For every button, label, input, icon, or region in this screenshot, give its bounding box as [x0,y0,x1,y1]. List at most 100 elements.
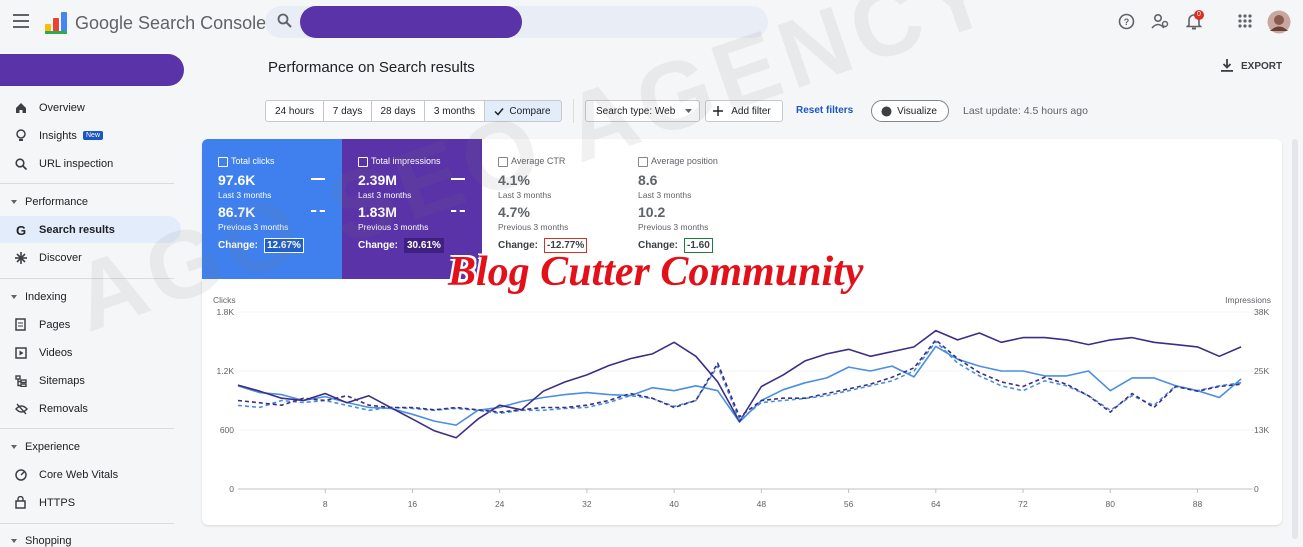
current-value: 8.6 [638,172,658,188]
compare-chip[interactable]: Compare [484,100,562,122]
divider [0,278,174,279]
previous-period: Previous 3 months [638,222,709,232]
page-title: Performance on Search results [268,59,475,76]
checkbox [218,157,228,167]
change-value: 30.61% [404,238,444,253]
nav-item[interactable]: Insights New [0,122,181,149]
nav-label: HTTPS [39,496,76,509]
date-chip[interactable]: 28 days [371,100,425,122]
change-label: Change: [498,240,538,251]
y-tick-label: 1.2K [217,366,235,376]
nav-item[interactable]: Overview [0,94,181,121]
search-type-chip[interactable]: Search type: Web [585,100,700,122]
change-value: -12.77% [544,238,588,253]
y2-axis-title: Impressions [1225,295,1271,305]
users-icon[interactable] [1151,13,1169,30]
notification-badge: 0 [1194,10,1204,20]
metric-tile[interactable]: Average CTR 4.1% Last 3 months 4.7% Previous… [482,139,622,279]
performance-chart: Clicks Impressions 0 600 1.2K 1.8K 0 13K 25K 38K 8… [213,295,1271,509]
nav-item[interactable]: Discover [0,244,181,271]
nav-item[interactable]: Videos [0,339,181,366]
change-value: -1.60 [684,238,713,253]
nav-item[interactable]: Core Web Vitals [0,461,181,488]
previous-period: Previous 3 months [218,222,289,232]
checkbox [498,157,508,167]
date-chip[interactable]: 3 months [424,100,485,122]
x-tick-label: 32 [582,499,592,509]
previous-period: Previous 3 months [498,222,569,232]
nav-label: URL inspection [39,157,114,170]
metric-tile[interactable]: Total impressions 2.39M Last 3 months 1.83M… [342,139,482,279]
export-button[interactable]: EXPORT [1241,61,1283,72]
previous-value: 1.83M [358,204,397,220]
section-title[interactable]: Indexing [25,291,67,303]
section-title[interactable]: Shopping [25,535,72,547]
help-icon[interactable]: ? [1118,13,1135,30]
nav-item[interactable]: URL inspection [0,150,181,177]
sidebar-property-button[interactable] [0,54,184,86]
current-period: Last 3 months [498,190,552,200]
x-tick-label: 24 [495,499,505,509]
nav-label: Discover [39,251,82,264]
x-tick-label: 80 [1106,499,1116,509]
previous-value: 4.7% [498,204,530,220]
metric-label: Total clicks [231,156,275,166]
y-tick-label: 0 [229,484,234,494]
divider [0,428,174,429]
nav-item[interactable]: Removals [0,395,181,422]
nav-label: Pages [39,318,71,331]
nav-item[interactable]: G Search results [0,216,181,243]
add-filter-chip[interactable]: Add filter [705,100,783,122]
metric-label: Total impressions [371,156,441,166]
avatar[interactable] [1267,10,1291,34]
metric-label: Average CTR [511,156,566,166]
previous-line [237,339,1242,418]
nav-item[interactable]: HTTPS [0,489,181,516]
nav-label: Videos [39,346,73,359]
current-period: Last 3 months [218,190,272,200]
current-line [237,345,1242,426]
previous-line-icon [451,210,465,212]
date-chip[interactable]: 7 days [323,100,372,122]
search-icon [277,13,292,28]
apps-icon[interactable] [1238,14,1252,28]
visualize-label: Visualize [897,105,937,117]
nav-item[interactable]: Sitemaps [0,367,181,394]
visualize-chip[interactable]: Visualize [871,100,949,122]
metric-tile[interactable]: Total clicks 97.6K Last 3 months 86.7K Previ… [202,139,342,279]
last-update: Last update: 4.5 hours ago [963,105,1088,117]
change-label: Change: [638,240,678,251]
current-line [237,329,1242,439]
scrollbar [1292,139,1298,539]
previous-period: Previous 3 months [358,222,429,232]
nav-label: Search results [39,223,115,236]
product-name: Google Search Console [75,13,267,33]
svg-text:G: G [16,224,26,236]
nav-label: Removals [39,402,88,415]
logo-icon [45,12,67,34]
section-title[interactable]: Experience [25,441,81,453]
checkbox [358,157,368,167]
caret [11,295,17,299]
separator [573,99,574,123]
metric-label: Average position [651,156,718,166]
menu-icon[interactable] [13,14,31,28]
x-tick-label: 88 [1193,499,1203,509]
current-line-icon [451,178,465,180]
nav-label: Insights [39,129,77,142]
checkbox [638,157,648,167]
metric-tile[interactable]: Average position 8.6 Last 3 months 10.2 Prev… [622,139,762,279]
reset-filters[interactable]: Reset filters [796,105,854,116]
y-tick-label: 600 [220,425,234,435]
date-chip[interactable]: 24 hours [265,100,324,122]
nav-item[interactable]: Pages [0,311,181,338]
x-tick-label: 8 [323,499,328,509]
current-period: Last 3 months [358,190,412,200]
y-axis-title: Clicks [213,295,236,305]
property-selector[interactable] [300,6,522,38]
new-badge: New [83,131,104,140]
section-title[interactable]: Performance [25,196,88,208]
download-icon [1221,59,1233,72]
